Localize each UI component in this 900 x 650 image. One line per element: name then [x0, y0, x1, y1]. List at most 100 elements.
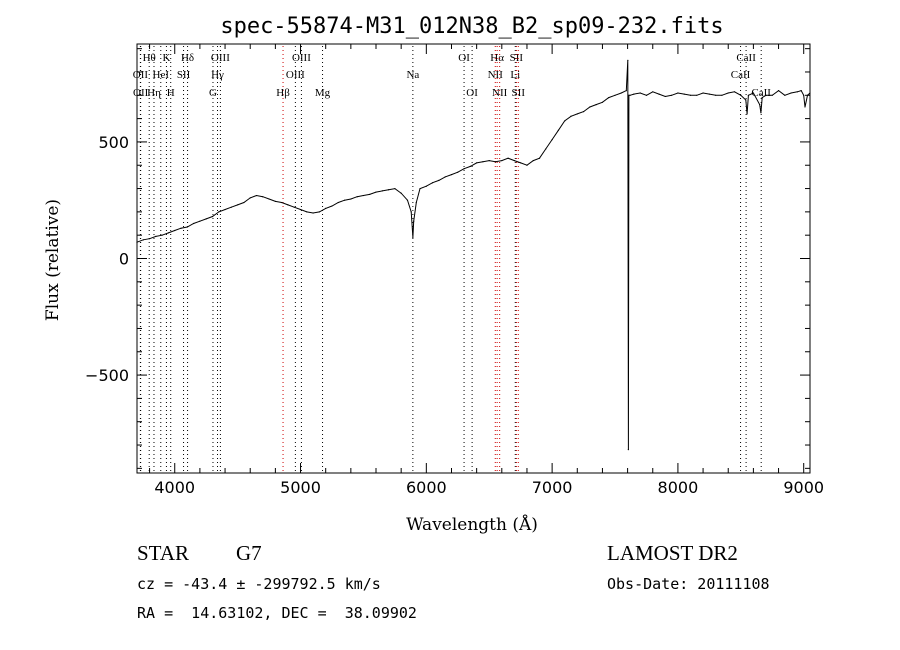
line-label-21: Hβ — [276, 87, 290, 99]
spectrum-point — [432, 182, 434, 184]
x-axis-label: Wavelength (Å) — [406, 514, 538, 535]
spectrum-point — [702, 92, 704, 94]
spectrum-point — [696, 94, 698, 96]
spectrum-point — [576, 113, 578, 115]
spectrum-point — [570, 115, 572, 117]
spectrum-point — [387, 189, 390, 191]
spectrum-point — [526, 164, 528, 166]
axis-ticks: 4000 5000 6000 7000 8000 9000 −500 0 500 — [85, 44, 824, 497]
spectrum-point — [627, 59, 629, 61]
spectrum-point — [268, 198, 270, 200]
spectrum-point — [652, 91, 654, 93]
spectrum-point — [733, 91, 736, 93]
line-label-22: Mg — [315, 87, 331, 99]
spectrum-point — [325, 207, 327, 209]
spectrum-point — [218, 211, 220, 213]
line-label-2: Hδ — [181, 52, 194, 64]
spectrum-point — [790, 92, 792, 94]
spectrum-point — [557, 129, 560, 131]
spectrum-point — [410, 211, 412, 213]
spectrum-point — [463, 168, 465, 170]
spectrum-point — [281, 201, 283, 204]
spectrum-point — [513, 159, 515, 162]
spectrum-point — [205, 218, 207, 220]
spectrum-point — [224, 208, 226, 211]
spectrum-point — [625, 90, 627, 92]
spectrum-point — [186, 226, 188, 228]
spectrum-point — [582, 111, 585, 113]
line-label-11: SII — [177, 69, 191, 81]
spectrum-point — [671, 94, 673, 96]
x-tick-label: 7000 — [532, 478, 573, 497]
spectrum-point — [628, 94, 630, 96]
spectral-subclass: G7 — [236, 541, 262, 565]
spectrum-point — [800, 90, 802, 92]
spectrum-point — [148, 238, 151, 240]
spectrum-point — [419, 187, 421, 190]
spectrum-point — [381, 190, 383, 192]
line-label-20: G — [209, 87, 217, 99]
spectrum-point — [564, 120, 566, 122]
spectral-line-markers: HθKHδOIIIOIIIOIHαSIICaIIOIIHeISIIHγOIIIN… — [133, 46, 771, 473]
spectrum-point — [412, 236, 414, 239]
spectrum-point — [601, 101, 604, 103]
spectrum-point — [199, 220, 201, 222]
spectrum-point — [771, 94, 773, 96]
line-label-26: SII — [512, 87, 526, 99]
coordinates: RA = 14.63102, DEC = 38.09902 — [137, 604, 417, 622]
spectrum-point — [752, 92, 754, 94]
spectrum-point — [727, 92, 729, 94]
spectrum-point — [683, 93, 685, 95]
spectrum-point — [299, 208, 302, 211]
redshift-line: cz = -43.4 ± -299792.5 km/s — [137, 575, 381, 593]
spectrum-point — [620, 92, 622, 94]
spectrum-point — [745, 99, 747, 101]
spectrum-point — [469, 165, 471, 168]
spectrum-point — [394, 187, 396, 190]
spectrum-point — [255, 194, 258, 197]
x-tick-label: 9000 — [783, 478, 824, 497]
spectrum-point — [520, 162, 522, 164]
line-label-15: Li — [510, 69, 520, 81]
spectrum-point — [287, 204, 289, 206]
spectrum-point — [293, 206, 295, 208]
spectrum-point — [760, 112, 762, 114]
spectrum-point — [589, 106, 591, 108]
spectrum-point — [804, 106, 806, 108]
spectrum-point — [318, 211, 321, 213]
y-tick-label: −500 — [85, 366, 129, 385]
spectrum-point — [747, 94, 749, 96]
spectrum-point — [746, 113, 748, 115]
spectrum-point — [777, 90, 780, 92]
line-label-24: OI — [466, 87, 478, 99]
spectrum-point — [645, 94, 648, 96]
spectrum-point — [595, 104, 597, 106]
spectrum-point — [545, 148, 547, 150]
spectrum-point — [507, 157, 509, 159]
x-tick-label: 8000 — [658, 478, 699, 497]
plot-frame — [136, 43, 811, 474]
line-label-4: OIII — [292, 52, 311, 64]
spectrum-point — [532, 159, 534, 162]
spectrum-point — [761, 97, 763, 99]
spectrum-point — [400, 192, 402, 194]
spectrum-point — [167, 232, 170, 234]
line-label-5: OI — [458, 52, 470, 64]
spectrum-point — [312, 212, 314, 214]
spectrum-point — [551, 138, 553, 141]
line-label-18: Hη — [147, 87, 161, 99]
spectrum-line — [136, 60, 811, 450]
spectrum-point — [488, 159, 490, 162]
spectrum-series — [136, 59, 811, 451]
observation-date: Obs-Date: 20111108 — [607, 575, 770, 593]
spectrum-point — [633, 93, 635, 95]
y-axis-label: Flux (relative) — [43, 199, 63, 321]
spectrum-point — [708, 93, 710, 95]
line-label-8: CaII — [736, 52, 756, 64]
spectrum-point — [425, 185, 427, 187]
spectrum-point — [180, 227, 182, 229]
line-label-0: Hθ — [143, 52, 156, 64]
survey-name: LAMOST DR2 — [607, 541, 738, 565]
spectrum-point — [237, 204, 239, 206]
